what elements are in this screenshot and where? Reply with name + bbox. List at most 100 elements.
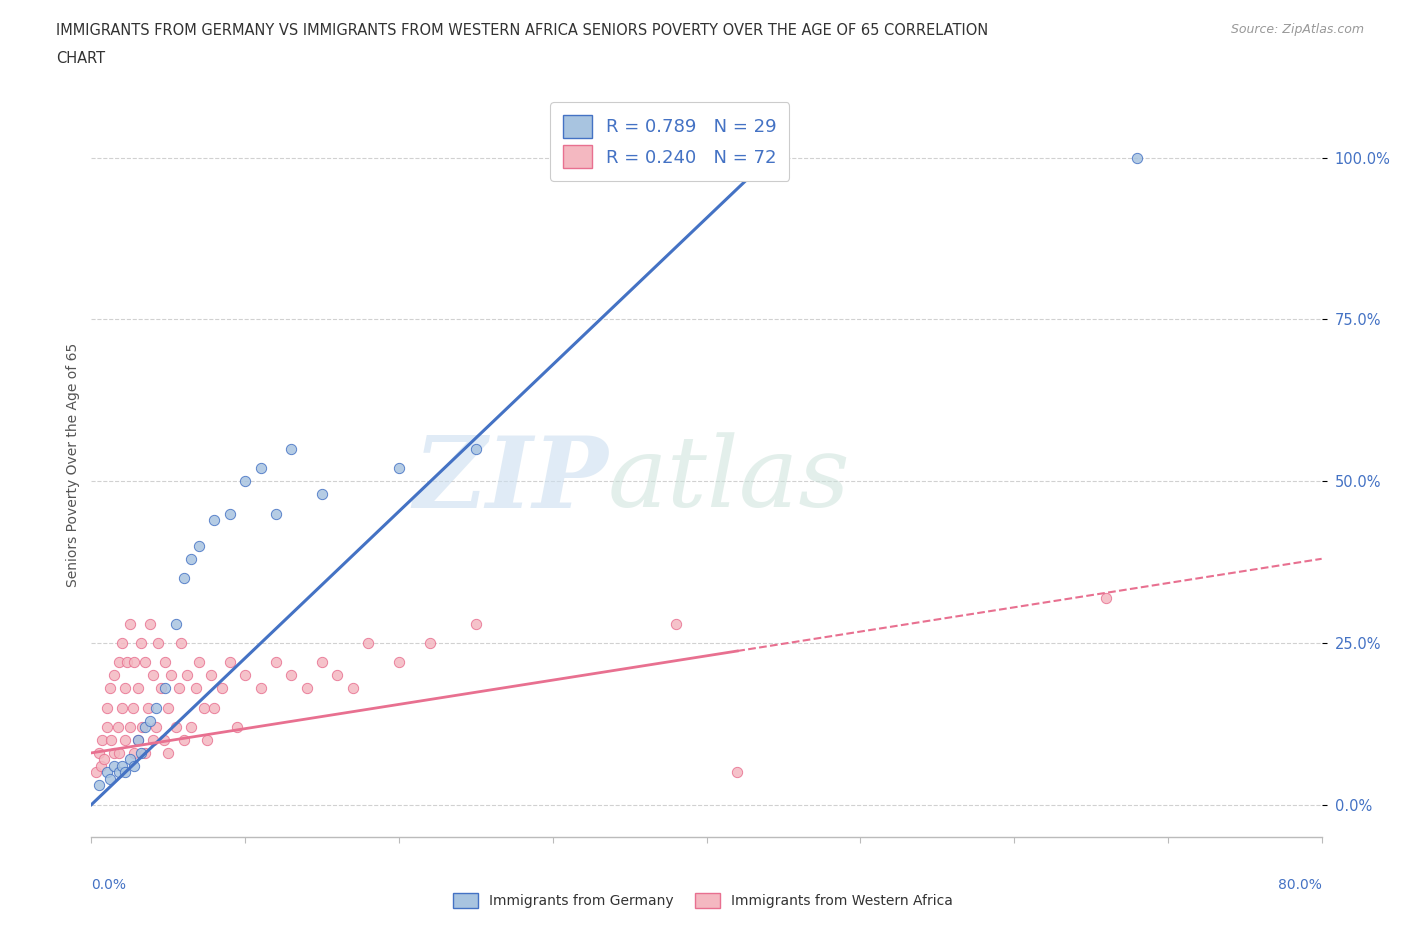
Text: Source: ZipAtlas.com: Source: ZipAtlas.com [1230,23,1364,36]
Point [134,746,156,761]
Point [96,700,118,715]
Point [218,655,240,670]
Point [195,733,218,748]
Point [114,681,136,696]
Point [131,720,153,735]
Point [388,460,411,475]
Legend: Immigrants from Germany, Immigrants from Western Africa: Immigrants from Germany, Immigrants from… [447,888,959,914]
Point [103,668,125,683]
Point [103,758,125,773]
Point [184,681,207,696]
Point [1126,151,1149,166]
Point [108,764,131,779]
Point [114,733,136,748]
Point [87,746,110,761]
Point [84,764,107,779]
Point [249,460,271,475]
Point [180,551,202,566]
Point [127,733,149,748]
Legend: R = 0.789   N = 29, R = 0.240   N = 72: R = 0.789 N = 29, R = 0.240 N = 72 [550,102,789,181]
Point [124,655,146,670]
Point [326,668,349,683]
Point [188,538,211,553]
Point [149,681,172,696]
Text: CHART: CHART [56,51,105,66]
Point [145,700,167,715]
Point [157,700,180,715]
Point [153,681,177,696]
Point [146,635,169,650]
Point [114,764,136,779]
Point [295,681,318,696]
Point [139,616,162,631]
Point [129,635,152,650]
Point [100,733,122,748]
Point [129,746,152,761]
Point [96,764,118,779]
Point [725,764,748,779]
Point [188,655,211,670]
Point [200,668,222,683]
Point [173,733,195,748]
Point [202,700,225,715]
Point [122,700,145,715]
Point [233,473,256,488]
Point [152,733,174,748]
Point [264,655,287,670]
Point [139,713,162,728]
Point [280,668,302,683]
Point [87,777,110,792]
Point [388,655,411,670]
Point [419,635,441,650]
Point [108,655,131,670]
Point [157,746,180,761]
Point [193,700,215,715]
Point [134,720,156,735]
Point [134,655,156,670]
Point [142,668,165,683]
Text: ZIP: ZIP [413,432,607,528]
Point [98,681,121,696]
Point [111,758,134,773]
Point [173,571,195,586]
Point [280,442,302,457]
Point [145,720,167,735]
Point [127,681,149,696]
Point [464,616,486,631]
Text: 80.0%: 80.0% [1278,878,1322,892]
Point [127,733,149,748]
Point [165,720,187,735]
Point [167,681,190,696]
Point [180,720,202,735]
Y-axis label: Seniors Poverty Over the Age of 65: Seniors Poverty Over the Age of 65 [66,343,80,587]
Point [218,506,240,521]
Point [311,486,333,501]
Point [118,752,141,767]
Point [91,733,114,748]
Point [142,733,165,748]
Point [115,655,138,670]
Point [264,506,287,521]
Point [233,668,256,683]
Point [211,681,233,696]
Point [124,746,146,761]
Point [226,720,249,735]
Point [249,681,271,696]
Point [357,635,380,650]
Point [176,668,198,683]
Point [93,752,115,767]
Point [98,771,121,786]
Point [108,746,131,761]
Point [665,616,688,631]
Point [107,720,129,735]
Point [90,758,112,773]
Point [160,668,183,683]
Point [342,681,364,696]
Point [311,655,333,670]
Point [96,720,118,735]
Point [118,720,141,735]
Point [124,758,146,773]
Point [136,700,159,715]
Point [202,512,225,527]
Point [464,442,486,457]
